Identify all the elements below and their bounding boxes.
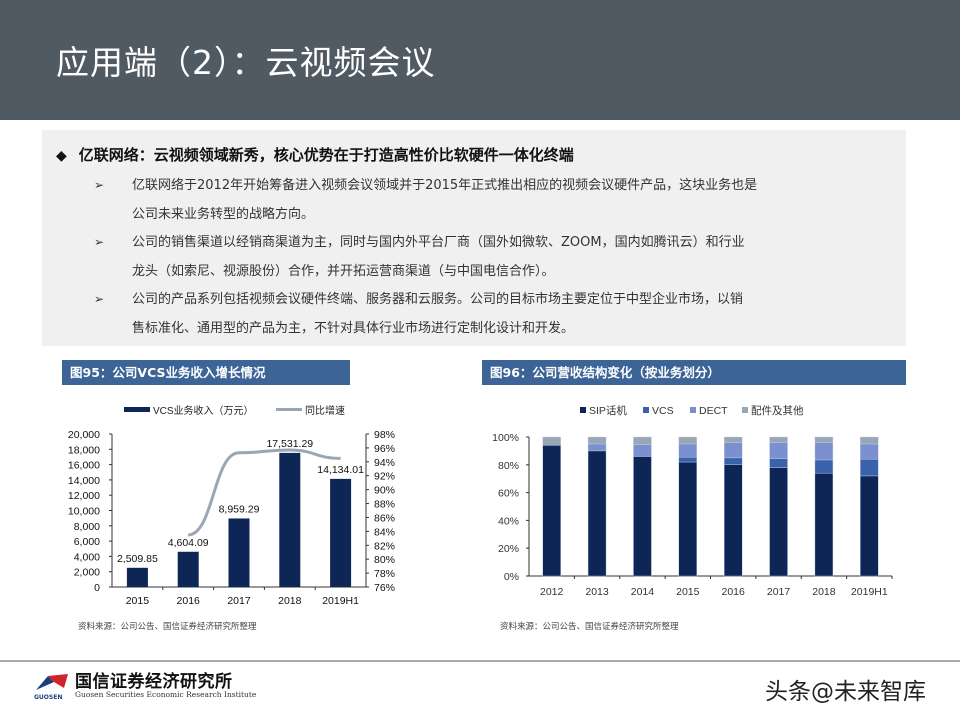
svg-text:2018: 2018	[278, 595, 302, 607]
svg-text:16,000: 16,000	[68, 460, 100, 472]
svg-text:4,000: 4,000	[74, 551, 100, 563]
svg-text:18,000: 18,000	[68, 444, 100, 456]
svg-text:92%: 92%	[374, 471, 395, 483]
svg-text:80%: 80%	[374, 554, 395, 566]
svg-text:20%: 20%	[498, 543, 519, 555]
svg-text:2012: 2012	[540, 586, 564, 598]
arrow-bullet-icon: ➢	[94, 178, 105, 192]
fig95-source: 资料来源：公司公告、国信证券经济研究所整理	[78, 622, 257, 632]
svg-text:2017: 2017	[227, 595, 251, 607]
bullet-line: 龙头（如索尼、视源股份）合作，并开拓运营商渠道（与中国电信合作）。	[132, 264, 555, 279]
slide-title: 应用端（2）：云视频会议	[56, 43, 436, 82]
bullet-item: ➢ 亿联网络于2012年开始筹备进入视频会议领域并于2015年正式推出相应的视频…	[94, 171, 892, 229]
watermark: 头条@未来智库	[765, 679, 926, 705]
revenue-structure-chart: SIP话机 VCS DECT 配件及其他 0% 20% 40% 60% 80% 100% 2012 2…	[492, 404, 893, 598]
svg-text:2,509.85: 2,509.85	[117, 553, 158, 565]
svg-text:2014: 2014	[631, 586, 655, 598]
logo-text: GUOSEN	[34, 694, 63, 701]
svg-text:90%: 90%	[374, 485, 395, 497]
vcs-revenue-chart: VCS业务收入（万元） 同比增速 0 2,000 4,000 6,000 8,000 10,0…	[68, 404, 395, 607]
svg-text:2015: 2015	[676, 586, 700, 598]
summary-headline: ◆ 亿联网络：云视频领域新秀，核心优势在于打造高性价比软硬件一体化终端	[56, 144, 574, 165]
svg-text:17,531.29: 17,531.29	[266, 438, 313, 450]
bullet-line: 公司的销售渠道以经销商渠道为主，同时与国内外平台厂商（国外如微软、ZOOM，国内…	[132, 235, 745, 250]
svg-text:配件及其他: 配件及其他	[751, 404, 804, 417]
svg-text:2013: 2013	[585, 586, 609, 598]
svg-text:2,000: 2,000	[74, 567, 100, 579]
fig95-title-bar: 图95：公司VCS业务收入增长情况	[62, 360, 350, 385]
svg-text:2019H1: 2019H1	[851, 586, 888, 598]
diamond-icon: ◆	[56, 148, 67, 164]
svg-text:0: 0	[94, 582, 100, 594]
svg-text:88%: 88%	[374, 499, 395, 511]
svg-text:2018: 2018	[812, 586, 836, 598]
headline-text: 亿联网络：云视频领域新秀，核心优势在于打造高性价比软硬件一体化终端	[78, 146, 574, 164]
slide-header: 应用端（2）：云视频会议	[0, 0, 960, 120]
bullet-line: 公司未来业务转型的战略方向。	[132, 207, 315, 222]
summary-box: ◆ 亿联网络：云视频领域新秀，核心优势在于打造高性价比软硬件一体化终端 ➢ 亿联网…	[42, 130, 906, 346]
svg-text:94%: 94%	[374, 457, 395, 469]
bullet-item: ➢ 公司的产品系列包括视频会议硬件终端、服务器和云服务。公司的目标市场主要定位于…	[94, 285, 892, 343]
svg-text:SIP话机: SIP话机	[589, 404, 627, 417]
svg-text:20,000: 20,000	[68, 429, 100, 441]
org-name-cn: 国信证券经济研究所	[75, 672, 233, 692]
svg-text:2017: 2017	[767, 586, 791, 598]
fig96-title-bar: 图96：公司营收结构变化（按业务划分）	[482, 360, 906, 385]
svg-text:12,000: 12,000	[68, 490, 100, 502]
svg-text:2016: 2016	[722, 586, 746, 598]
svg-text:DECT: DECT	[699, 405, 728, 417]
arrow-bullet-icon: ➢	[94, 292, 105, 306]
svg-text:8,000: 8,000	[74, 521, 100, 533]
svg-text:76%: 76%	[374, 582, 395, 594]
bullet-line: 亿联网络于2012年开始筹备进入视频会议领域并于2015年正式推出相应的视频会议…	[132, 178, 758, 193]
bullet-line: 售标准化、通用型的产品为主，不针对具体行业市场进行定制化设计和开发。	[132, 321, 575, 336]
guosen-logo-icon	[36, 674, 68, 690]
arrow-bullet-icon: ➢	[94, 235, 105, 249]
svg-text:14,000: 14,000	[68, 475, 100, 487]
svg-text:78%: 78%	[374, 568, 395, 580]
bullet-item: ➢ 公司的销售渠道以经销商渠道为主，同时与国内外平台厂商（国外如微软、ZOOM，…	[94, 228, 892, 286]
bullet-line: 公司的产品系列包括视频会议硬件终端、服务器和云服务。公司的目标市场主要定位于中型…	[132, 292, 744, 307]
svg-text:60%: 60%	[498, 488, 519, 500]
svg-text:98%: 98%	[374, 429, 395, 441]
fig96-source: 资料来源：公司公告、国信证券经济研究所整理	[500, 622, 679, 632]
svg-text:0%: 0%	[504, 571, 519, 583]
svg-text:96%: 96%	[374, 443, 395, 455]
svg-text:VCS: VCS	[652, 405, 674, 417]
svg-text:2016: 2016	[177, 595, 201, 607]
svg-text:VCS业务收入（万元）: VCS业务收入（万元）	[153, 404, 254, 417]
svg-text:100%: 100%	[492, 432, 519, 444]
svg-text:80%: 80%	[498, 460, 519, 472]
svg-text:2015: 2015	[126, 595, 150, 607]
svg-text:10,000: 10,000	[68, 506, 100, 518]
svg-text:82%: 82%	[374, 540, 395, 552]
svg-text:84%: 84%	[374, 526, 395, 538]
footer-divider	[0, 660, 960, 662]
svg-text:40%: 40%	[498, 515, 519, 527]
org-name-en: Guosen Securities Economic Research Inst…	[75, 690, 257, 699]
svg-text:2019H1: 2019H1	[322, 595, 359, 607]
svg-text:同比增速: 同比增速	[305, 404, 345, 417]
svg-text:86%: 86%	[374, 512, 395, 524]
svg-text:4,604.09: 4,604.09	[168, 537, 209, 549]
svg-text:6,000: 6,000	[74, 536, 100, 548]
svg-text:8,959.29: 8,959.29	[219, 503, 260, 515]
svg-text:14,134.01: 14,134.01	[317, 464, 364, 476]
